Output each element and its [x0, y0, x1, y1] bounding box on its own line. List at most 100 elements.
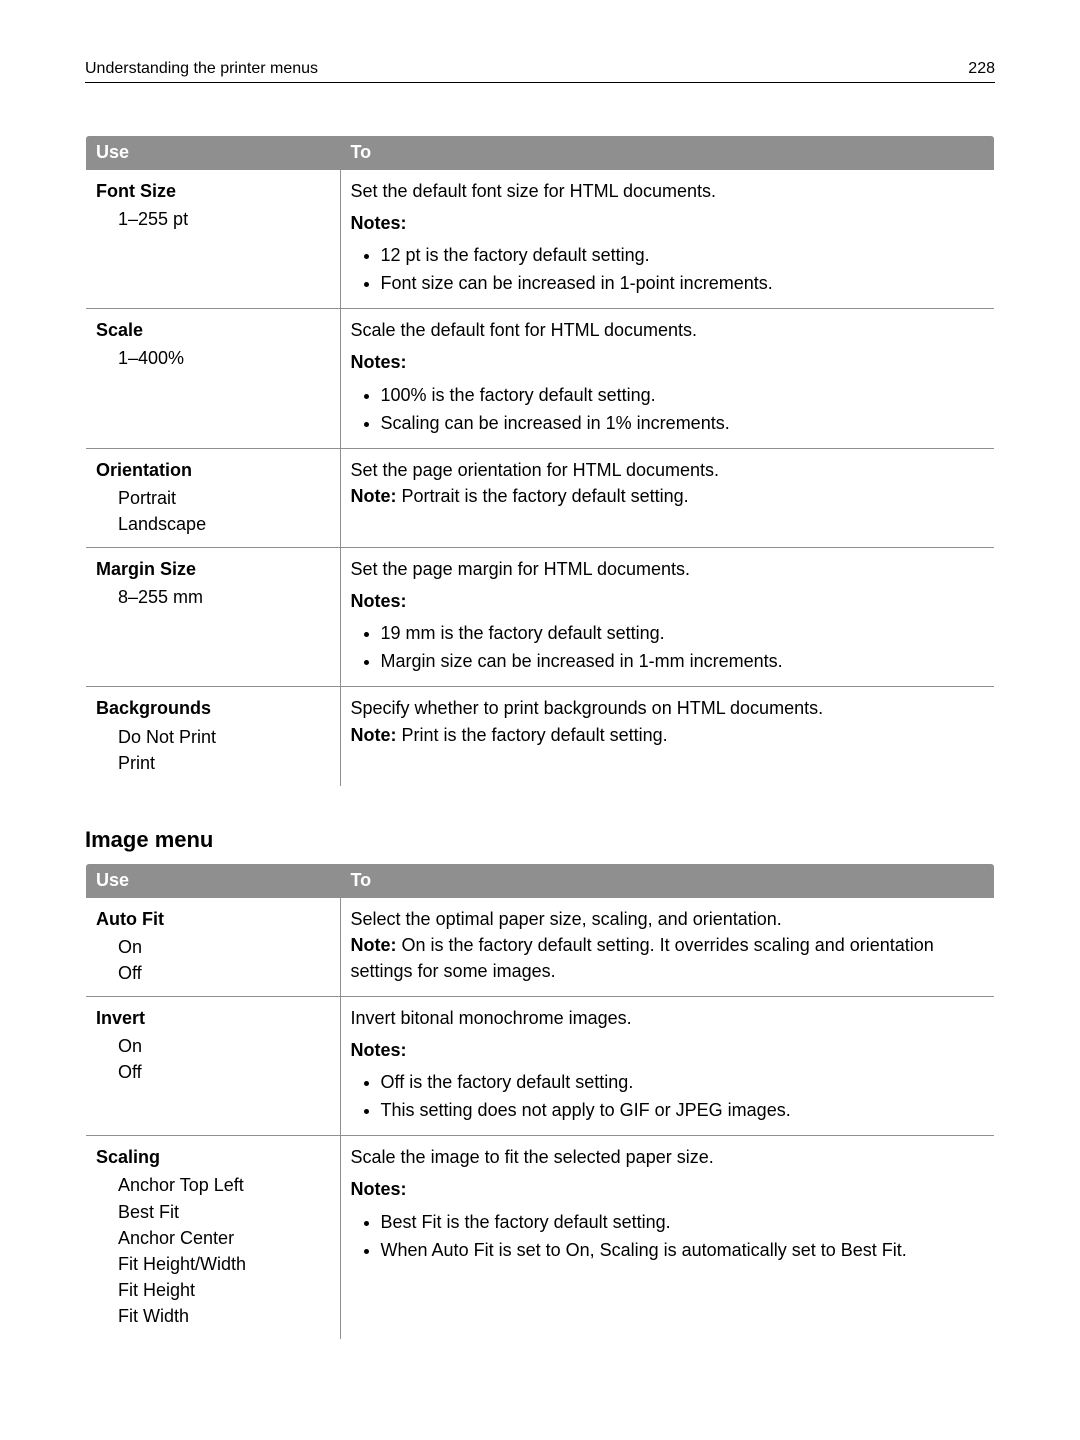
description: Select the optimal paper size, scaling, …	[351, 906, 984, 932]
table-row: Font Size 1–255 pt Set the default font …	[86, 170, 995, 309]
option-item: Do Not Print	[118, 724, 330, 750]
option-title: Auto Fit	[96, 906, 330, 932]
table-row: Orientation Portrait Landscape Set the p…	[86, 448, 995, 547]
table1-header-to: To	[340, 136, 994, 170]
note-item: 19 mm is the factory default setting.	[381, 620, 984, 646]
page-title: Understanding the printer menus	[85, 60, 318, 78]
option-item: 8–255 mm	[118, 584, 330, 610]
to-cell: Scale the image to fit the selected pape…	[340, 1136, 994, 1340]
to-cell: Set the page margin for HTML documents. …	[340, 548, 994, 687]
to-cell: Scale the default font for HTML document…	[340, 309, 994, 448]
option-title: Scaling	[96, 1144, 330, 1170]
to-cell: Set the page orientation for HTML docume…	[340, 448, 994, 547]
note-item: 100% is the factory default setting.	[381, 382, 984, 408]
image-menu-table: Use To Auto Fit On Off Select the optima…	[85, 863, 995, 1340]
use-cell: Margin Size 8–255 mm	[86, 548, 341, 687]
option-title: Margin Size	[96, 556, 330, 582]
table-row: Scaling Anchor Top Left Best Fit Anchor …	[86, 1136, 995, 1340]
page-number: 228	[968, 60, 995, 78]
note-item: When Auto Fit is set to On, Scaling is a…	[381, 1237, 984, 1263]
option-item: On	[118, 1033, 330, 1059]
note-text: Print is the factory default setting.	[397, 725, 668, 745]
option-item: Anchor Center	[118, 1225, 330, 1251]
note-label: Note:	[351, 486, 397, 506]
notes-list: Off is the factory default setting. This…	[351, 1069, 984, 1123]
note-label: Note:	[351, 725, 397, 745]
option-list: 1–400%	[96, 345, 330, 371]
use-cell: Font Size 1–255 pt	[86, 170, 341, 309]
option-item: Anchor Top Left	[118, 1172, 330, 1198]
note-inline: Note: On is the factory default setting.…	[351, 932, 984, 984]
option-item: Best Fit	[118, 1199, 330, 1225]
table-row: Auto Fit On Off Select the optimal paper…	[86, 897, 995, 996]
note-inline: Note: Portrait is the factory default se…	[351, 483, 984, 509]
notes-label: Notes:	[351, 1037, 984, 1063]
option-item: On	[118, 934, 330, 960]
note-text: Portrait is the factory default setting.	[397, 486, 689, 506]
option-item: 1–400%	[118, 345, 330, 371]
table-row: Margin Size 8–255 mm Set the page margin…	[86, 548, 995, 687]
description: Set the page orientation for HTML docume…	[351, 457, 984, 483]
page: Understanding the printer menus 228 Use …	[0, 0, 1080, 1440]
html-menu-table: Use To Font Size 1–255 pt Set the defaul…	[85, 135, 995, 787]
use-cell: Scaling Anchor Top Left Best Fit Anchor …	[86, 1136, 341, 1340]
use-cell: Invert On Off	[86, 996, 341, 1135]
notes-label: Notes:	[351, 1176, 984, 1202]
table2-header-use: Use	[86, 863, 341, 897]
to-cell: Invert bitonal monochrome images. Notes:…	[340, 996, 994, 1135]
table-row: Invert On Off Invert bitonal monochrome …	[86, 996, 995, 1135]
option-item: Landscape	[118, 511, 330, 537]
option-title: Font Size	[96, 178, 330, 204]
note-item: Best Fit is the factory default setting.	[381, 1209, 984, 1235]
table-row: Backgrounds Do Not Print Print Specify w…	[86, 687, 995, 786]
option-item: Fit Height	[118, 1277, 330, 1303]
option-item: Off	[118, 960, 330, 986]
notes-list: 100% is the factory default setting. Sca…	[351, 382, 984, 436]
description: Set the default font size for HTML docum…	[351, 178, 984, 204]
use-cell: Orientation Portrait Landscape	[86, 448, 341, 547]
page-header: Understanding the printer menus 228	[85, 60, 995, 83]
option-title: Scale	[96, 317, 330, 343]
option-list: On Off	[96, 1033, 330, 1085]
to-cell: Specify whether to print backgrounds on …	[340, 687, 994, 786]
option-item: 1–255 pt	[118, 206, 330, 232]
notes-list: 19 mm is the factory default setting. Ma…	[351, 620, 984, 674]
option-list: 1–255 pt	[96, 206, 330, 232]
option-list: Anchor Top Left Best Fit Anchor Center F…	[96, 1172, 330, 1329]
notes-label: Notes:	[351, 210, 984, 236]
to-cell: Select the optimal paper size, scaling, …	[340, 897, 994, 996]
note-label: Note:	[351, 935, 397, 955]
option-list: Do Not Print Print	[96, 724, 330, 776]
note-item: This setting does not apply to GIF or JP…	[381, 1097, 984, 1123]
option-item: Fit Width	[118, 1303, 330, 1329]
option-list: 8–255 mm	[96, 584, 330, 610]
option-list: On Off	[96, 934, 330, 986]
option-item: Portrait	[118, 485, 330, 511]
use-cell: Backgrounds Do Not Print Print	[86, 687, 341, 786]
section-heading-image-menu: Image menu	[85, 827, 995, 853]
table1-header-use: Use	[86, 136, 341, 170]
description: Scale the default font for HTML document…	[351, 317, 984, 343]
note-item: Off is the factory default setting.	[381, 1069, 984, 1095]
table2-header-to: To	[340, 863, 994, 897]
description: Scale the image to fit the selected pape…	[351, 1144, 984, 1170]
note-item: Scaling can be increased in 1% increment…	[381, 410, 984, 436]
use-cell: Auto Fit On Off	[86, 897, 341, 996]
option-list: Portrait Landscape	[96, 485, 330, 537]
use-cell: Scale 1–400%	[86, 309, 341, 448]
note-item: 12 pt is the factory default setting.	[381, 242, 984, 268]
option-item: Off	[118, 1059, 330, 1085]
description: Invert bitonal monochrome images.	[351, 1005, 984, 1031]
description: Set the page margin for HTML documents.	[351, 556, 984, 582]
to-cell: Set the default font size for HTML docum…	[340, 170, 994, 309]
option-title: Invert	[96, 1005, 330, 1031]
note-inline: Note: Print is the factory default setti…	[351, 722, 984, 748]
notes-label: Notes:	[351, 349, 984, 375]
option-title: Backgrounds	[96, 695, 330, 721]
notes-list: 12 pt is the factory default setting. Fo…	[351, 242, 984, 296]
note-text: On is the factory default setting. It ov…	[351, 935, 934, 981]
notes-list: Best Fit is the factory default setting.…	[351, 1209, 984, 1263]
note-item: Margin size can be increased in 1‑mm inc…	[381, 648, 984, 674]
note-item: Font size can be increased in 1‑point in…	[381, 270, 984, 296]
notes-label: Notes:	[351, 588, 984, 614]
